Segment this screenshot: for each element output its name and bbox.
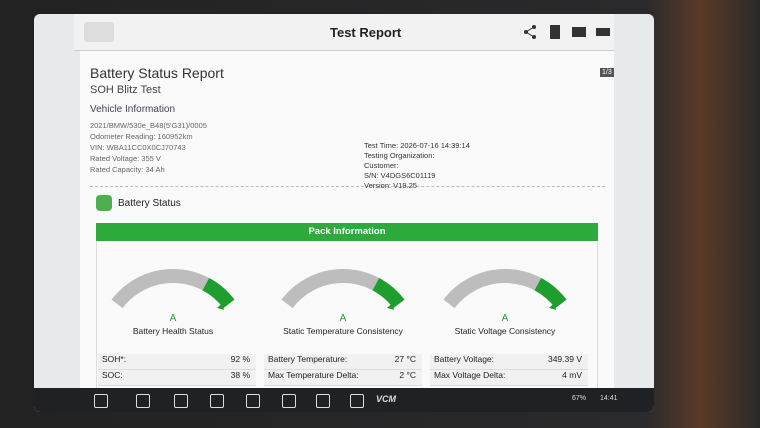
row-label: Battery Temperature: xyxy=(268,354,348,364)
row-value: 27 °C xyxy=(394,354,416,364)
nav-icon[interactable] xyxy=(246,394,260,408)
clock: 14:41 xyxy=(600,395,618,402)
vehicle-heading: Vehicle Information xyxy=(90,104,176,115)
row-value: 92 % xyxy=(230,354,250,364)
page-indicator: 1/3 xyxy=(600,68,614,77)
header-icons[interactable] xyxy=(522,24,612,40)
vehicle-line: Odometer Reading: 160952km xyxy=(90,132,193,141)
gauge-pointer xyxy=(216,302,224,310)
header-title: Test Report xyxy=(330,25,402,40)
gauge-grade: A xyxy=(502,313,509,324)
table-row: SOH*: 92 % xyxy=(98,354,256,370)
nav-icon[interactable] xyxy=(282,394,296,408)
navigation-bar: VCM 67% 14:41 xyxy=(34,388,654,412)
row-value: 2 °C xyxy=(399,370,416,380)
back-button[interactable] xyxy=(84,22,114,42)
nav-icon[interactable] xyxy=(136,394,150,408)
nav-icon[interactable] xyxy=(94,394,108,408)
vehicle-line: VIN: WBA11CC0X0CJ70743 xyxy=(90,143,186,152)
table-row: Max Voltage Delta: 4 mV xyxy=(430,370,588,386)
gauge-pointer xyxy=(548,302,556,310)
row-label: Battery Voltage: xyxy=(434,354,495,364)
nav-icon[interactable] xyxy=(316,394,330,408)
nav-icon[interactable] xyxy=(210,394,224,408)
vehicle-line: 2021/BMW/530e_B48(5'G31)/0005 xyxy=(90,121,207,130)
report-subtitle: SOH Blitz Test xyxy=(90,84,161,96)
gauge-grade: A xyxy=(340,313,347,324)
divider xyxy=(90,186,605,187)
row-label: Max Temperature Delta: xyxy=(268,370,359,380)
table-row: Max Temperature Delta: 2 °C xyxy=(264,370,422,386)
test-line: Customer: xyxy=(364,161,399,170)
screen: Test Report 1/3 Battery Status Report SO… xyxy=(34,14,654,412)
test-line: S/N: V4DGS6C01119 xyxy=(364,171,436,180)
header-bar: Test Report xyxy=(74,14,614,51)
table-row: Battery Voltage: 349.39 V xyxy=(430,354,588,370)
section-icon xyxy=(96,195,112,211)
gauges: A Battery Health Status A Static Temperatur… xyxy=(111,269,567,336)
row-label: Max Voltage Delta: xyxy=(434,370,506,380)
gauge-grade: A xyxy=(170,313,177,324)
battery-level: 67% xyxy=(572,395,587,402)
vcm-label[interactable]: VCM xyxy=(376,394,396,404)
gauge-label: Static Voltage Consistency xyxy=(455,326,556,336)
gauge-level xyxy=(372,278,405,309)
report: 1/3 Battery Status Report SOH Blitz Test… xyxy=(80,51,614,399)
report-title: Battery Status Report xyxy=(90,65,224,81)
pack-header: Pack Information xyxy=(96,223,598,241)
table-row: Battery Temperature: 27 °C xyxy=(264,354,422,370)
gauge-label: Battery Health Status xyxy=(133,326,213,336)
gauge-level xyxy=(202,278,235,309)
nav-icon[interactable] xyxy=(350,394,364,408)
row-label: SOC: xyxy=(102,370,123,380)
vehicle-line: Rated Capacity: 34 Ah xyxy=(90,165,165,174)
gauge-level xyxy=(534,278,567,309)
test-line: Test Time: 2026-07-16 14:39:14 xyxy=(364,141,470,150)
gauge-label: Static Temperature Consistency xyxy=(283,326,404,336)
row-value: 4 mV xyxy=(562,370,582,380)
row-value: 38 % xyxy=(230,370,250,380)
nav-icon[interactable] xyxy=(174,394,188,408)
row-value: 349.39 V xyxy=(547,354,582,364)
row-label: SOH*: xyxy=(102,354,127,364)
vehicle-line: Rated Voltage: 355 V xyxy=(90,154,161,163)
test-line: Version: V19.25 xyxy=(364,181,417,190)
gauge-pointer xyxy=(386,302,394,310)
section-title: Battery Status xyxy=(118,198,181,209)
test-line: Testing Organization: xyxy=(364,151,435,160)
table-row: SOC: 38 % xyxy=(98,370,256,386)
